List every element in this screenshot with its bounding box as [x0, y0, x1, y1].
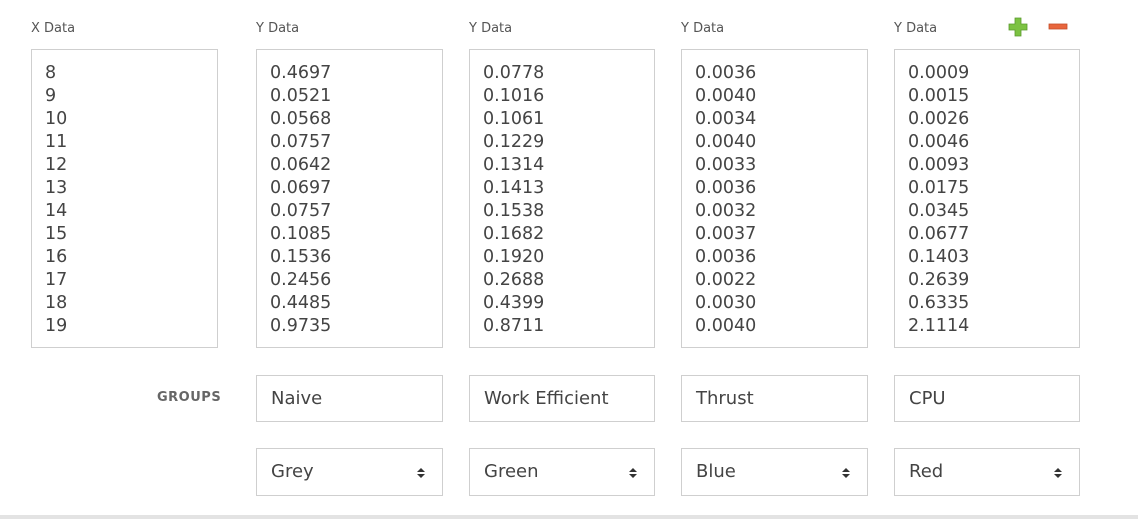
- y-value: 0.0778: [483, 63, 545, 83]
- group-name-input[interactable]: CPU: [894, 375, 1080, 422]
- group-color-select[interactable]: Grey: [256, 448, 443, 496]
- y-value: 0.0757: [270, 132, 332, 152]
- y-value: 0.1413: [483, 178, 545, 198]
- y-value: 0.0677: [908, 224, 970, 244]
- y-value: 0.0009: [908, 63, 970, 83]
- y-value: 0.0040: [695, 86, 757, 106]
- y-data-textarea[interactable]: 0.0036 0.0040 0.0034 0.0040 0.0033 0.003…: [681, 49, 868, 348]
- x-value: 17: [45, 270, 68, 290]
- y-data-textarea[interactable]: 0.0778 0.1016 0.1061 0.1229 0.1314 0.141…: [469, 49, 655, 348]
- y-value: 0.1403: [908, 247, 970, 267]
- y-data-label: Y Data: [256, 21, 300, 36]
- group-name-input[interactable]: Thrust: [681, 375, 868, 422]
- y-value: 0.2639: [908, 270, 970, 290]
- y-data-label: Y Data: [469, 21, 513, 36]
- y-value: 0.0757: [270, 201, 332, 221]
- y-value: 0.1538: [483, 201, 545, 221]
- y-value: 0.0037: [695, 224, 757, 244]
- selected-color: Red: [909, 461, 944, 482]
- x-data-label: X Data: [31, 21, 76, 36]
- y-value: 0.0697: [270, 178, 332, 198]
- y-value: 0.4485: [270, 293, 332, 313]
- y-value: 2.1114: [908, 316, 970, 336]
- y-value: 0.0040: [695, 132, 757, 152]
- y-value: 0.6335: [908, 293, 970, 313]
- select-arrows-icon: [842, 468, 850, 478]
- x-value: 19: [45, 316, 68, 336]
- y-value: 0.1061: [483, 109, 545, 129]
- x-value: 18: [45, 293, 68, 313]
- x-value: 9: [45, 86, 57, 106]
- selected-color: Green: [484, 461, 539, 482]
- y-value: 0.0036: [695, 63, 757, 83]
- y-value: 0.0033: [695, 155, 757, 175]
- y-value: 0.0026: [908, 109, 970, 129]
- y-value: 0.0568: [270, 109, 332, 129]
- x-value: 8: [45, 63, 57, 83]
- y-value: 0.0175: [908, 178, 970, 198]
- y-value: 0.2688: [483, 270, 545, 290]
- y-value: 0.9735: [270, 316, 332, 336]
- y-value: 0.4697: [270, 63, 332, 83]
- y-data-textarea[interactable]: 0.0009 0.0015 0.0026 0.0046 0.0093 0.017…: [894, 49, 1080, 348]
- x-value: 15: [45, 224, 68, 244]
- select-arrows-icon: [417, 468, 425, 478]
- y-value: 0.0036: [695, 178, 757, 198]
- group-color-select[interactable]: Red: [894, 448, 1080, 496]
- group-color-select[interactable]: Blue: [681, 448, 868, 496]
- y-value: 0.0022: [695, 270, 757, 290]
- y-value: 0.2456: [270, 270, 332, 290]
- selected-color: Grey: [271, 461, 314, 482]
- minus-icon[interactable]: [1048, 17, 1068, 37]
- y-value: 0.0030: [695, 293, 757, 313]
- x-data-textarea[interactable]: 8 9 10 11 12 13 14 15 16 17 18 19: [31, 49, 218, 348]
- y-data-textarea[interactable]: 0.4697 0.0521 0.0568 0.0757 0.0642 0.069…: [256, 49, 443, 348]
- groups-label: GROUPS: [157, 390, 222, 405]
- plus-icon[interactable]: [1008, 17, 1028, 37]
- y-value: 0.1016: [483, 86, 545, 106]
- select-arrows-icon: [629, 468, 637, 478]
- selected-color: Blue: [696, 461, 736, 482]
- y-value: 0.0345: [908, 201, 970, 221]
- select-arrows-icon: [1054, 468, 1062, 478]
- y-value: 0.8711: [483, 316, 545, 336]
- x-value: 10: [45, 109, 68, 129]
- x-value: 12: [45, 155, 68, 175]
- y-value: 0.0034: [695, 109, 757, 129]
- group-color-select[interactable]: Green: [469, 448, 655, 496]
- y-value: 0.1229: [483, 132, 545, 152]
- y-value: 0.4399: [483, 293, 545, 313]
- y-value: 0.0032: [695, 201, 757, 221]
- y-value: 0.0015: [908, 86, 970, 106]
- y-value: 0.1682: [483, 224, 545, 244]
- y-value: 0.1314: [483, 155, 545, 175]
- group-name-input[interactable]: Work Efficient: [469, 375, 655, 422]
- bottom-divider: [0, 515, 1138, 519]
- y-data-label: Y Data: [894, 21, 938, 36]
- y-value: 0.1920: [483, 247, 545, 267]
- y-value: 0.1536: [270, 247, 332, 267]
- x-value: 16: [45, 247, 68, 267]
- y-value: 0.1085: [270, 224, 332, 244]
- y-value: 0.0046: [908, 132, 970, 152]
- y-value: 0.0642: [270, 155, 332, 175]
- y-value: 0.0521: [270, 86, 332, 106]
- y-value: 0.0040: [695, 316, 757, 336]
- x-value: 11: [45, 132, 68, 152]
- x-value: 13: [45, 178, 68, 198]
- y-data-label: Y Data: [681, 21, 725, 36]
- x-value: 14: [45, 201, 68, 221]
- group-name-input[interactable]: Naive: [256, 375, 443, 422]
- y-value: 0.0093: [908, 155, 970, 175]
- y-value: 0.0036: [695, 247, 757, 267]
